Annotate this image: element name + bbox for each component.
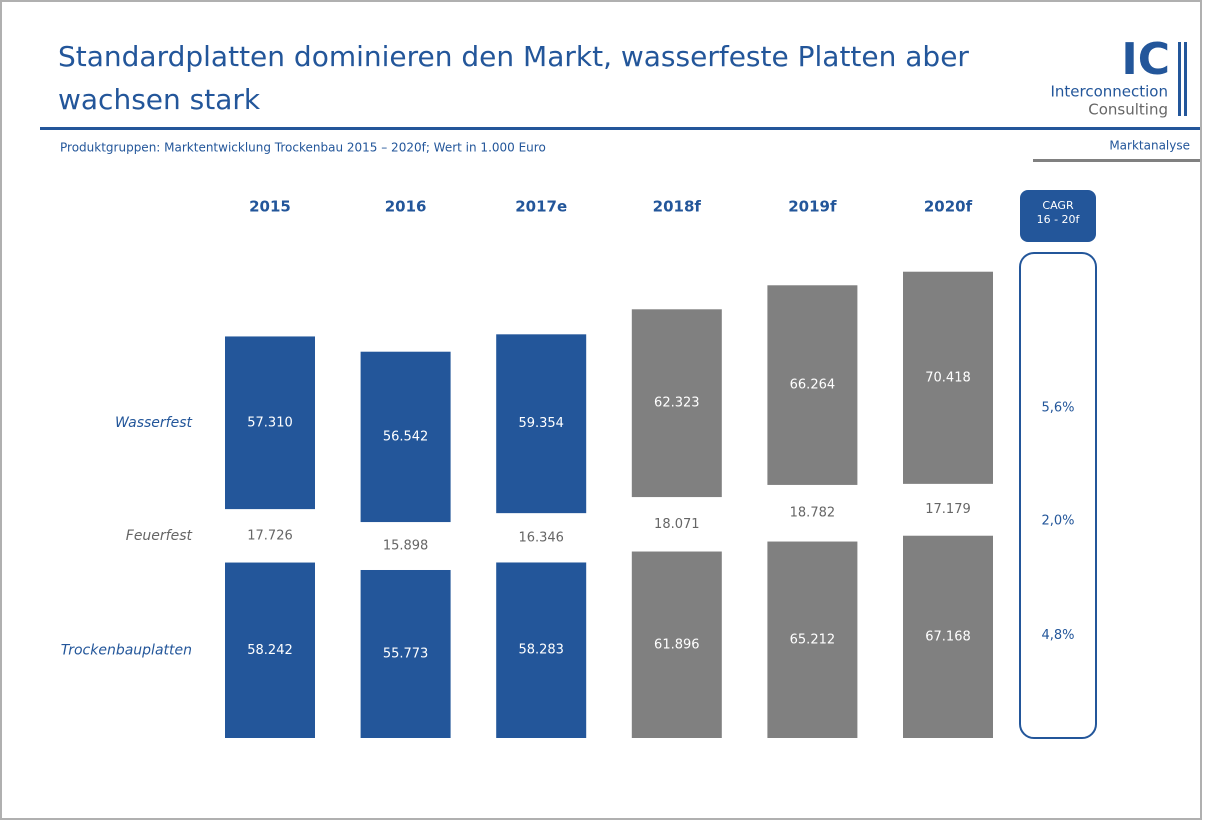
title: wachsen stark	[58, 83, 261, 116]
logo-bar	[1184, 42, 1187, 116]
x-tick-label: 2019f	[788, 198, 837, 216]
bar-segment	[631, 309, 722, 498]
bar-segment	[496, 334, 587, 514]
bar-segment	[496, 513, 587, 563]
x-tick-label: 2018f	[653, 198, 702, 216]
x-tick-label: 2020f	[924, 198, 973, 216]
legend-label: Feuerfest	[126, 528, 193, 544]
value-label: 65.212	[790, 632, 836, 647]
bar-segment	[631, 497, 722, 552]
cagr-value: 5,6%	[1041, 400, 1074, 415]
logo-text: Consulting	[1088, 101, 1168, 119]
value-label: 16.346	[518, 530, 564, 545]
bar-segment	[903, 535, 993, 738]
bar-segment	[631, 551, 722, 738]
value-label: 59.354	[518, 416, 564, 431]
subtitle: Produktgruppen: Marktentwicklung Trocken…	[60, 141, 546, 155]
value-label: 56.542	[383, 429, 429, 444]
value-label: 18.071	[654, 517, 700, 532]
cagr-title: CAGR	[1042, 199, 1074, 212]
cagr-value: 2,0%	[1041, 513, 1074, 528]
title: Standardplatten dominieren den Markt, wa…	[58, 40, 969, 73]
legend-label: Wasserfest	[115, 415, 192, 431]
cagr-title: 16 - 20f	[1037, 213, 1081, 226]
x-tick-label: 2017e	[515, 198, 567, 216]
header-rule	[40, 127, 1200, 130]
bar-segment	[360, 522, 451, 570]
value-label: 55.773	[383, 646, 429, 661]
value-label: 66.264	[790, 378, 836, 393]
logo-bar	[1178, 42, 1181, 116]
value-label: 58.283	[518, 643, 564, 658]
bar-segment	[767, 484, 858, 542]
bar-segment	[225, 509, 315, 563]
bar-segment	[360, 569, 451, 738]
bar-segment	[767, 285, 858, 485]
bar-segment	[903, 271, 993, 484]
x-tick-label: 2016	[385, 198, 427, 216]
cagr-box	[1019, 252, 1097, 739]
value-label: 62.323	[654, 396, 700, 411]
bar-segment	[767, 541, 858, 738]
value-label: 17.726	[247, 528, 293, 543]
value-label: 58.242	[247, 643, 293, 658]
logo-mark: IC	[1121, 34, 1170, 85]
value-label: 57.310	[247, 415, 293, 430]
bar-segment	[225, 562, 315, 738]
bar-segment	[360, 351, 451, 523]
value-label: 61.896	[654, 637, 700, 652]
logo-text: Interconnection	[1050, 83, 1168, 101]
value-label: 70.418	[925, 370, 971, 385]
bar-segment	[225, 336, 315, 510]
value-label: 67.168	[925, 629, 971, 644]
cagr-value: 4,8%	[1041, 628, 1074, 643]
cagr-header	[1020, 190, 1096, 242]
section-label: Marktanalyse	[1109, 139, 1190, 153]
value-label: 18.782	[790, 506, 836, 521]
value-label: 15.898	[383, 539, 429, 554]
x-tick-label: 2015	[249, 198, 291, 216]
bar-segment	[903, 483, 993, 536]
legend-label: Trockenbauplatten	[61, 642, 192, 658]
section-rule	[1033, 159, 1200, 162]
value-label: 17.179	[925, 502, 971, 517]
bar-segment	[496, 562, 587, 738]
